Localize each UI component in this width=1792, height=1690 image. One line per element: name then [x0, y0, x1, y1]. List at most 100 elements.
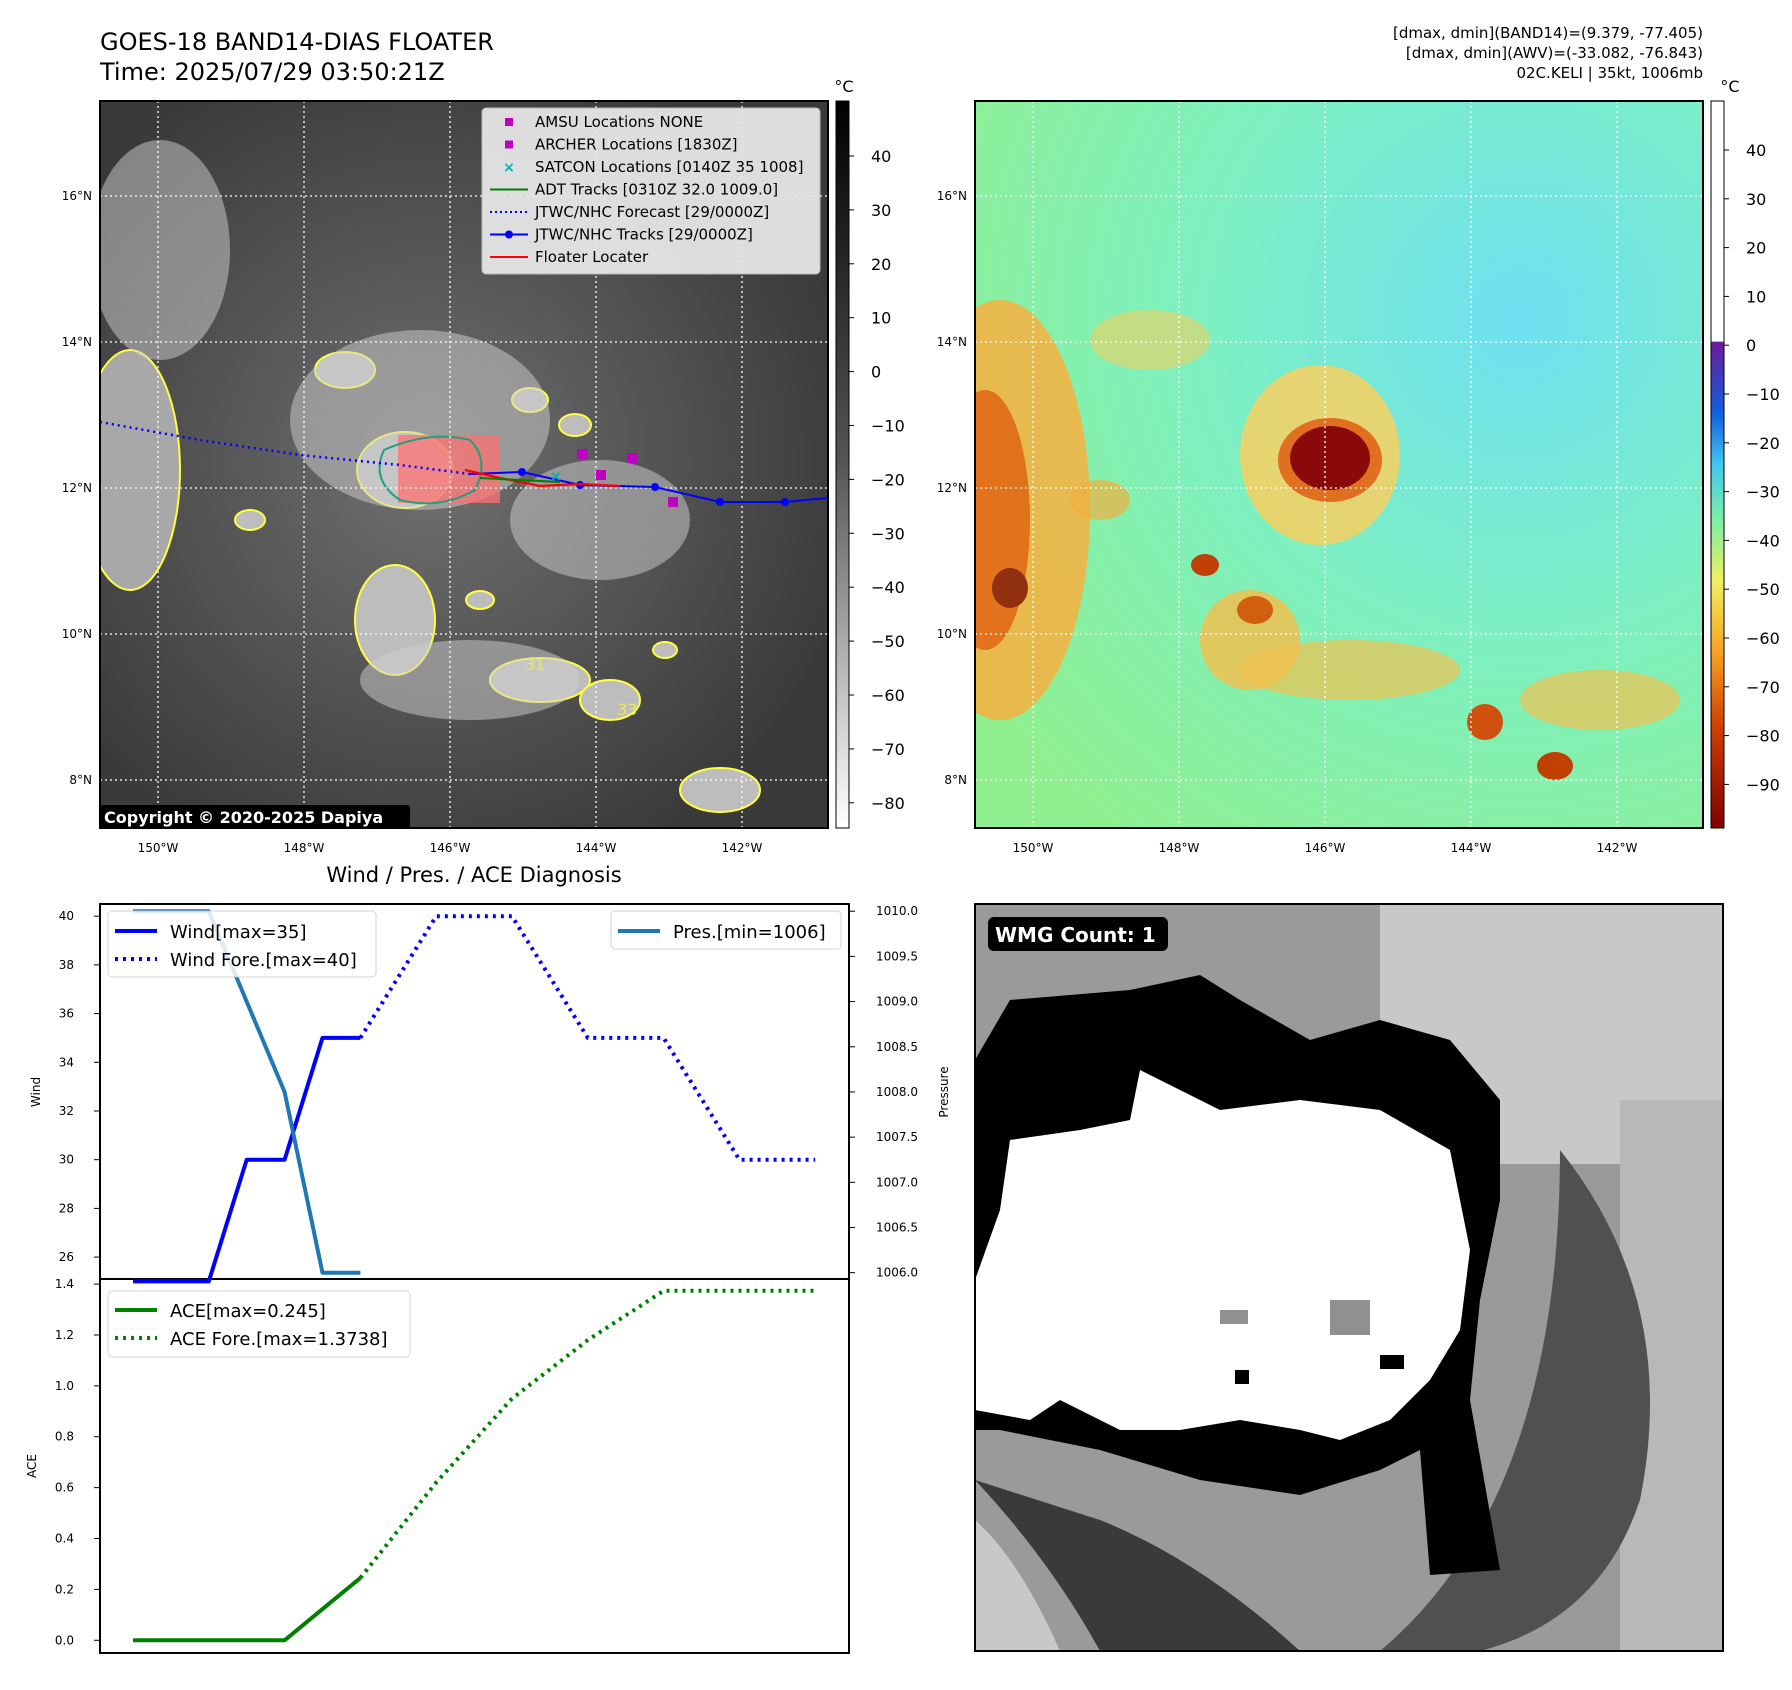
legend-label: JTWC/NHC Tracks [29/0000Z]: [534, 226, 753, 244]
wmg-dark-ring-bottom: [975, 1480, 1300, 1651]
copyright-text: Copyright © 2020-2025 Dapiya: [104, 808, 383, 827]
wind-tick-label: 38: [59, 958, 74, 972]
colorbar-tick-label: 10: [1746, 287, 1766, 306]
ir-lat-tick: 10°N: [62, 627, 92, 641]
ir-contour-core: [378, 435, 483, 505]
contour-label-31: 31: [525, 655, 545, 674]
wmg-count-label: WMG Count: 1: [995, 923, 1156, 947]
ir-colorbar: [835, 100, 850, 829]
ace-tick-label: 0.4: [55, 1532, 74, 1546]
adt-track-line: [479, 477, 561, 483]
colorbar-tick-label: 30: [871, 201, 891, 220]
ir-map: 31 33: [62, 77, 905, 855]
wind-tick-label: 32: [59, 1104, 74, 1118]
colorbar-tick-label: −20: [871, 470, 905, 489]
colorbar-tick-label: −10: [871, 417, 905, 436]
series-line-ace: [133, 1576, 362, 1643]
ir-legend: AMSU Locations NONE ARCHER Locations [183…: [481, 107, 821, 275]
legend-label: Floater Locater: [535, 248, 649, 266]
legend-row: Floater Locater: [490, 248, 649, 266]
ir-lat-tick: 16°N: [62, 189, 92, 203]
ace-tick-label: 1.4: [55, 1277, 74, 1291]
wv-lat-tick: 10°N: [937, 627, 967, 641]
legend-square-marker: [505, 118, 513, 126]
wmg-white-core: [975, 1070, 1470, 1440]
ir-lon-tick: 146°W: [430, 841, 471, 855]
colorbar-tick-label: 0: [1746, 336, 1756, 355]
wv-colorbar-ticks: 40 30 20 10 0 −10 −20 −30 −40 −50 −60 −70 −80 −90: [1724, 141, 1780, 794]
wmg-grey-spot: [1330, 1300, 1370, 1335]
info-line2: [dmax, dmin](AWV)=(-33.082, -76.843): [1406, 44, 1703, 62]
ace-tick-label: 0.6: [55, 1481, 74, 1495]
wv-lon-tick: 150°W: [1013, 841, 1054, 855]
legend-wind-label: Wind[max=35]: [170, 922, 307, 943]
colorbar-tick-label: −30: [871, 524, 905, 543]
ir-colorbar-unit: °C: [834, 77, 853, 96]
legend-label: ARCHER Locations [1830Z]: [535, 136, 738, 154]
diagnosis-chart: Wind / Pres. / ACE Diagnosis Wind Pressu…: [25, 863, 951, 1654]
legend-label: JTWC/NHC Forecast [29/0000Z]: [534, 203, 769, 221]
colorbar-tick-label: 30: [1746, 190, 1766, 209]
wind-tick-label: 34: [59, 1055, 74, 1069]
wmg-frame: [974, 903, 1724, 1652]
legend-ace-fore-label: ACE Fore.[max=1.3738]: [170, 1329, 388, 1350]
ir-lon-tick: 148°W: [284, 841, 325, 855]
pressure-tick-label: 1008.0: [876, 1085, 918, 1099]
ir-colorbar-ticks: 40 30 20 10 0 −10 −20 −30 −40 −50 −60 −70 −80: [849, 147, 905, 813]
copyright-box: [100, 805, 410, 829]
pressure-ylabel: Pressure: [937, 1066, 951, 1117]
pressure-tick-label: 1007.0: [876, 1175, 918, 1189]
wv-lat-tick: 16°N: [937, 189, 967, 203]
wv-colorbar: [1710, 100, 1725, 829]
wv-gridlines: [975, 101, 1703, 828]
wv-lon-ticks: 150°W 148°W 146°W 144°W 142°W: [1013, 841, 1638, 855]
wv-map: 150°W 148°W 146°W 144°W 142°W 16°N 14°N …: [937, 77, 1780, 855]
ir-lon-tick: 142°W: [722, 841, 763, 855]
legend-dot-marker: [505, 230, 513, 239]
info-line3: 02C.KELI | 35kt, 1006mb: [1516, 64, 1703, 82]
colorbar-tick-label: −10: [1746, 385, 1780, 404]
legend-square-marker: [505, 140, 513, 149]
legend-ace-label: ACE[max=0.245]: [170, 1301, 326, 1322]
ace-legend: ACE[max=0.245] ACE Fore.[max=1.3738]: [107, 1290, 411, 1358]
legend-label: SATCON Locations [0140Z 35 1008]: [535, 158, 803, 176]
wmg-count-box: [988, 917, 1168, 951]
pressure-tick-label: 1010.0: [876, 904, 918, 918]
pressure-tick-label: 1007.5: [876, 1130, 918, 1144]
colorbar-tick-label: 10: [871, 309, 891, 328]
ir-lat-tick: 14°N: [62, 335, 92, 349]
colorbar-tick-label: 0: [871, 363, 881, 382]
info-line1: [dmax, dmin](BAND14)=(9.379, -77.405): [1393, 24, 1703, 42]
series-line-wind: [133, 1035, 361, 1284]
colorbar-tick-label: 20: [1746, 239, 1766, 258]
pressure-tick-label: 1009.0: [876, 995, 918, 1009]
pressure-tick-label: 1006.0: [876, 1266, 918, 1280]
wv-lon-tick: 142°W: [1597, 841, 1638, 855]
diagnosis-title: Wind / Pres. / ACE Diagnosis: [326, 863, 621, 887]
colorbar-tick-label: −60: [871, 686, 905, 705]
wv-lon-tick: 146°W: [1305, 841, 1346, 855]
floater-box: [398, 435, 500, 503]
ace-tick-label: 1.0: [55, 1379, 74, 1393]
wind-legend: Wind[max=35] Wind Fore.[max=40]: [107, 910, 377, 978]
ir-lon-tick: 150°W: [138, 841, 179, 855]
wind-tick-label: 28: [59, 1201, 74, 1215]
satcon-point: ×: [550, 469, 562, 485]
ace-tick-label: 0.8: [55, 1430, 74, 1444]
legend-pressure-label: Pres.[min=1006]: [673, 922, 826, 943]
legend-x-marker: ×: [503, 160, 515, 176]
colorbar-tick-label: −70: [871, 740, 905, 759]
wv-lat-tick: 12°N: [937, 481, 967, 495]
wmg-dark-ring-right: [1380, 1150, 1650, 1651]
colorbar-tick-label: 40: [871, 147, 891, 166]
colorbar-tick-label: −30: [1746, 483, 1780, 502]
pressure-tick-label: 1008.5: [876, 1040, 918, 1054]
wv-lat-tick: 14°N: [937, 335, 967, 349]
archer-points: [577, 449, 678, 507]
colorbar-tick-label: −50: [1746, 580, 1780, 599]
pressure-legend: Pres.[min=1006]: [610, 910, 842, 950]
legend-label: AMSU Locations NONE: [535, 113, 703, 131]
ir-lat-tick: 12°N: [62, 481, 92, 495]
ir-lon-tick: 144°W: [576, 841, 617, 855]
wv-lon-tick: 144°W: [1451, 841, 1492, 855]
